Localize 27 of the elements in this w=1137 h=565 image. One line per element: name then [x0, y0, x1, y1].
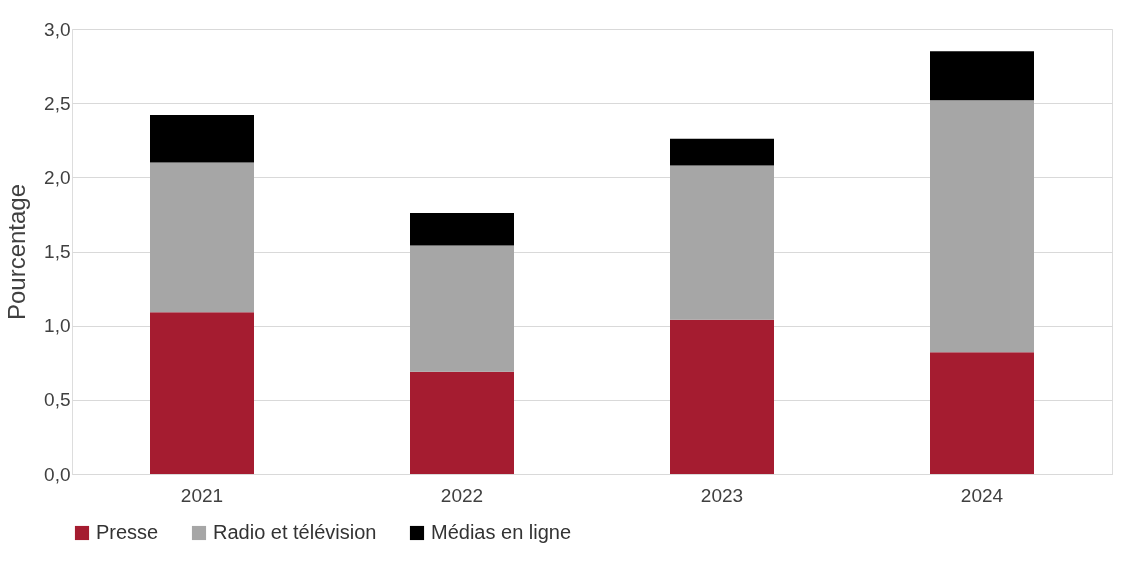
bar — [670, 165, 774, 320]
legend-label: Presse — [96, 521, 159, 543]
bar — [670, 319, 774, 474]
bar — [930, 100, 1034, 353]
y-tick-label: 1,0 — [44, 315, 71, 337]
y-tick-label: 1,5 — [44, 241, 71, 262]
legend-label: Radio et télévision — [213, 521, 377, 543]
bar — [150, 115, 254, 163]
y-tick-label: 0,0 — [44, 463, 71, 485]
y-tick-label: 0,5 — [44, 389, 71, 411]
bar — [410, 371, 514, 474]
y-tick-label: 2,0 — [44, 166, 71, 188]
y-axis-title: Pourcentage — [3, 183, 31, 321]
bar — [410, 245, 514, 372]
y-tick-label: 3,0 — [44, 18, 71, 40]
bar — [930, 51, 1034, 101]
x-tick-label: 2021 — [180, 484, 224, 506]
bar — [670, 138, 774, 166]
bar — [930, 352, 1034, 474]
x-tick-label: 2022 — [440, 484, 484, 506]
y-tick-label: 2,5 — [44, 92, 71, 114]
x-tick-label: 2023 — [700, 484, 744, 506]
bar — [150, 162, 254, 313]
x-tick-label: 2024 — [960, 484, 1004, 506]
bar — [410, 212, 514, 246]
bar — [150, 312, 254, 474]
legend-label: Médias en ligne — [431, 521, 572, 543]
